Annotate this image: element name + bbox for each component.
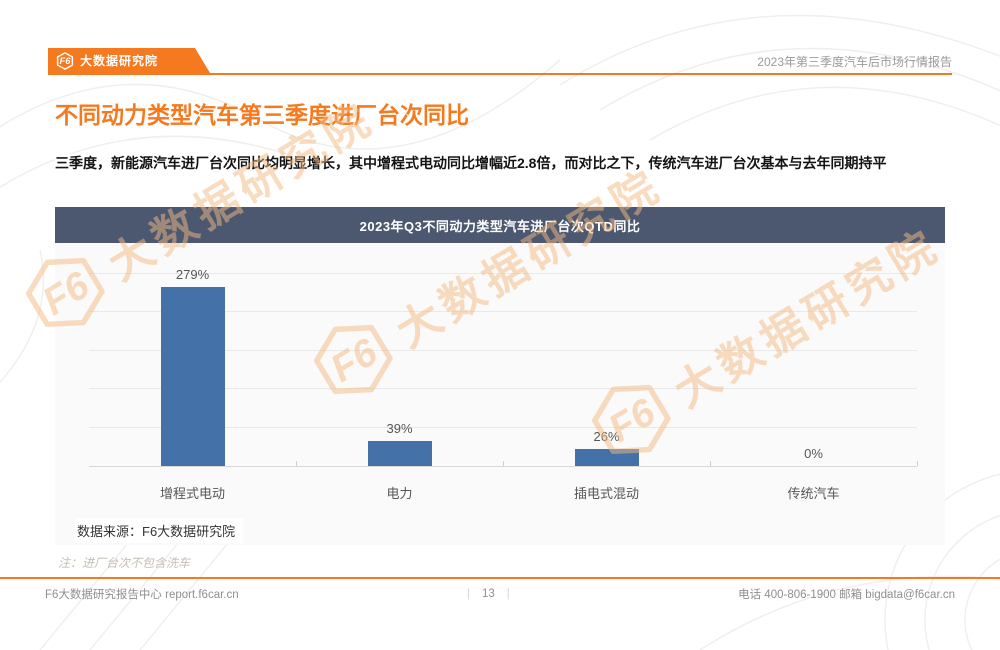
separator: | <box>466 588 470 600</box>
page-number: | 13 | <box>467 588 510 600</box>
page-title: 不同动力类型汽车第三季度进厂台次同比 <box>55 102 469 128</box>
brand-logo-banner: F6 大数据研究院 <box>48 48 210 73</box>
footer-right-text: 电话 400-806-1900 邮箱 bigdata@f6car.cn <box>738 589 955 601</box>
category-labels: 增程式电动 电力 插电式混动 传统汽车 <box>89 467 917 502</box>
bar <box>367 441 432 466</box>
chart-title: 2023年Q3不同动力类型汽车进厂台次QTD同比 <box>359 218 641 234</box>
summary-text: 三季度，新能源汽车进厂台次同比均明显增长，其中增程式电动同比增幅近2.8倍，而对… <box>55 154 887 172</box>
category-label: 电力 <box>386 486 413 501</box>
bar-cell: 279% <box>89 243 296 466</box>
svg-text:F6: F6 <box>60 56 72 66</box>
page-number-value: 13 <box>481 588 495 600</box>
gridline <box>89 350 917 351</box>
bar-value-label: 26% <box>593 429 620 444</box>
footer-divider <box>0 577 1000 579</box>
footnote: 注：进厂台次不包含洗车 <box>58 556 191 570</box>
brand-logo-text: 大数据研究院 <box>80 54 159 68</box>
data-source-text: 数据来源：F6大数据研究院 <box>75 518 244 543</box>
bar-chart-plot-area: 279% 39% 26% 0% <box>89 243 918 467</box>
axis-tick <box>917 461 918 466</box>
category-label: 增程式电动 <box>159 486 225 501</box>
gridline <box>89 388 917 389</box>
bar-value-label: 39% <box>386 421 413 436</box>
gridline <box>89 273 917 274</box>
category-label: 传统汽车 <box>787 486 840 501</box>
bar-cell: 0% <box>710 243 917 466</box>
bar-value-label: 0% <box>804 446 823 461</box>
header-divider <box>48 73 952 75</box>
category-label: 插电式混动 <box>573 486 639 501</box>
gridline <box>89 311 917 312</box>
bar <box>574 449 639 466</box>
footer-left-text: F6大数据研究报告中心 report.f6car.cn <box>45 589 239 601</box>
axis-tick <box>710 461 711 466</box>
axis-tick <box>503 461 504 466</box>
chart-card: 2023年Q3不同动力类型汽车进厂台次QTD同比 279% 39% 26% 0% 增程… <box>55 207 945 545</box>
bar-cells: 279% 39% 26% 0% <box>89 243 917 466</box>
bar-value-label: 279% <box>175 267 210 282</box>
bar-cell: 26% <box>503 243 710 466</box>
report-series-title: 2023年第三季度汽车后市场行情报告 <box>757 55 952 69</box>
gridline <box>89 427 917 428</box>
chart-header: 2023年Q3不同动力类型汽车进厂台次QTD同比 <box>55 207 945 243</box>
separator: | <box>506 588 510 600</box>
f6-logo-icon: F6 <box>56 52 74 70</box>
footer: F6大数据研究报告中心 report.f6car.cn | 13 | 电话 40… <box>45 586 955 602</box>
bar <box>160 287 225 466</box>
axis-tick <box>296 461 297 466</box>
bar-cell: 39% <box>296 243 503 466</box>
